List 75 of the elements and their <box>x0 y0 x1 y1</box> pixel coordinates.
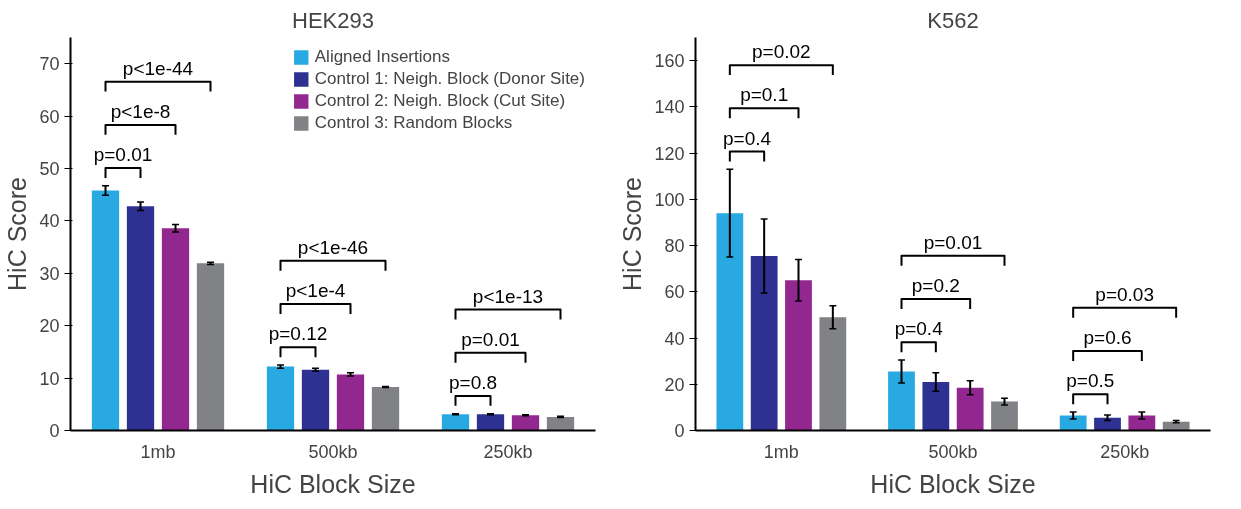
y-tick-label: 20 <box>39 316 60 337</box>
annotation: p<1e-4 <box>285 280 346 302</box>
bar <box>126 206 155 431</box>
y-tick-label: 60 <box>664 282 685 303</box>
y-axis-title: HiC Score <box>618 177 647 291</box>
bar <box>819 317 847 431</box>
x-tick-label: 250kb <box>1100 441 1150 462</box>
annotation: p=0.2 <box>911 275 960 297</box>
annotation: p<1e-44 <box>122 57 194 79</box>
annotation: p=0.01 <box>461 328 520 350</box>
y-tick-label: 80 <box>664 236 685 257</box>
y-tick-label: 100 <box>654 189 685 210</box>
y-tick-label: 0 <box>49 421 60 441</box>
bar <box>336 374 365 431</box>
bar <box>716 213 744 431</box>
y-tick-label: 10 <box>39 368 60 389</box>
legend-label: Control 2: Neigh. Block (Cut Site) <box>314 91 566 111</box>
bar <box>511 415 540 431</box>
y-tick-label: 50 <box>39 159 60 179</box>
annotation: p=0.6 <box>1083 327 1132 349</box>
legend-label: Control 1: Neigh. Block (Donor Site) <box>314 69 585 89</box>
annotation: p=0.8 <box>448 372 498 394</box>
x-axis-title: HiC Block Size <box>870 469 1036 498</box>
x-tick-label: 1mb <box>763 441 799 462</box>
annotation: p=0.02 <box>752 41 811 63</box>
bar <box>785 280 812 431</box>
y-tick-label: 0 <box>674 421 685 441</box>
bar <box>196 263 225 431</box>
bar <box>266 366 295 431</box>
bar <box>1059 415 1087 431</box>
x-tick-label: 250kb <box>483 441 533 462</box>
annotation: p=0.5 <box>1066 370 1115 392</box>
annotation: p=0.01 <box>923 231 983 253</box>
y-tick-label: 30 <box>39 263 60 284</box>
annotation: p<1e-13 <box>472 285 544 307</box>
annotation: p=0.03 <box>1095 283 1154 305</box>
bar <box>476 414 505 431</box>
bar <box>956 387 984 431</box>
bar <box>1128 415 1156 431</box>
bar <box>922 381 950 431</box>
x-tick-label: 1mb <box>140 441 176 462</box>
bar <box>888 371 915 431</box>
bar <box>750 255 778 431</box>
y-axis-title: HiC Score <box>3 177 32 291</box>
annotation: p=0.01 <box>93 144 153 166</box>
y-tick-label: 40 <box>39 211 60 232</box>
bar <box>161 228 190 431</box>
y-tick-label: 60 <box>39 106 60 127</box>
bar <box>1162 421 1190 431</box>
x-axis-title: HiC Block Size <box>250 469 416 498</box>
bar <box>441 414 470 431</box>
annotation: p=0.4 <box>722 127 772 149</box>
annotation: p=0.12 <box>268 323 328 345</box>
bar <box>301 369 330 431</box>
chart-title: HEK293 <box>292 7 374 33</box>
x-tick-label: 500kb <box>928 441 978 462</box>
y-tick-label: 160 <box>654 51 685 72</box>
bar <box>991 401 1018 431</box>
y-tick-label: 40 <box>664 328 685 349</box>
y-tick-label: 140 <box>654 97 685 118</box>
y-tick-label: 120 <box>654 143 685 164</box>
legend-label: Control 3: Random Blocks <box>314 113 513 133</box>
y-tick-label: 20 <box>664 374 685 395</box>
annotation: p=0.1 <box>740 84 789 106</box>
annotation: p=0.4 <box>894 318 944 340</box>
bar <box>1094 417 1121 431</box>
chart-title: K562 <box>927 7 979 33</box>
bar <box>546 416 575 431</box>
x-tick-label: 500kb <box>308 441 358 462</box>
annotation: p<1e-46 <box>297 236 369 258</box>
y-tick-label: 70 <box>39 54 60 75</box>
legend-label: Aligned Insertions <box>314 47 450 67</box>
bar <box>91 190 120 431</box>
bar <box>371 387 400 431</box>
annotation: p<1e-8 <box>110 100 171 122</box>
